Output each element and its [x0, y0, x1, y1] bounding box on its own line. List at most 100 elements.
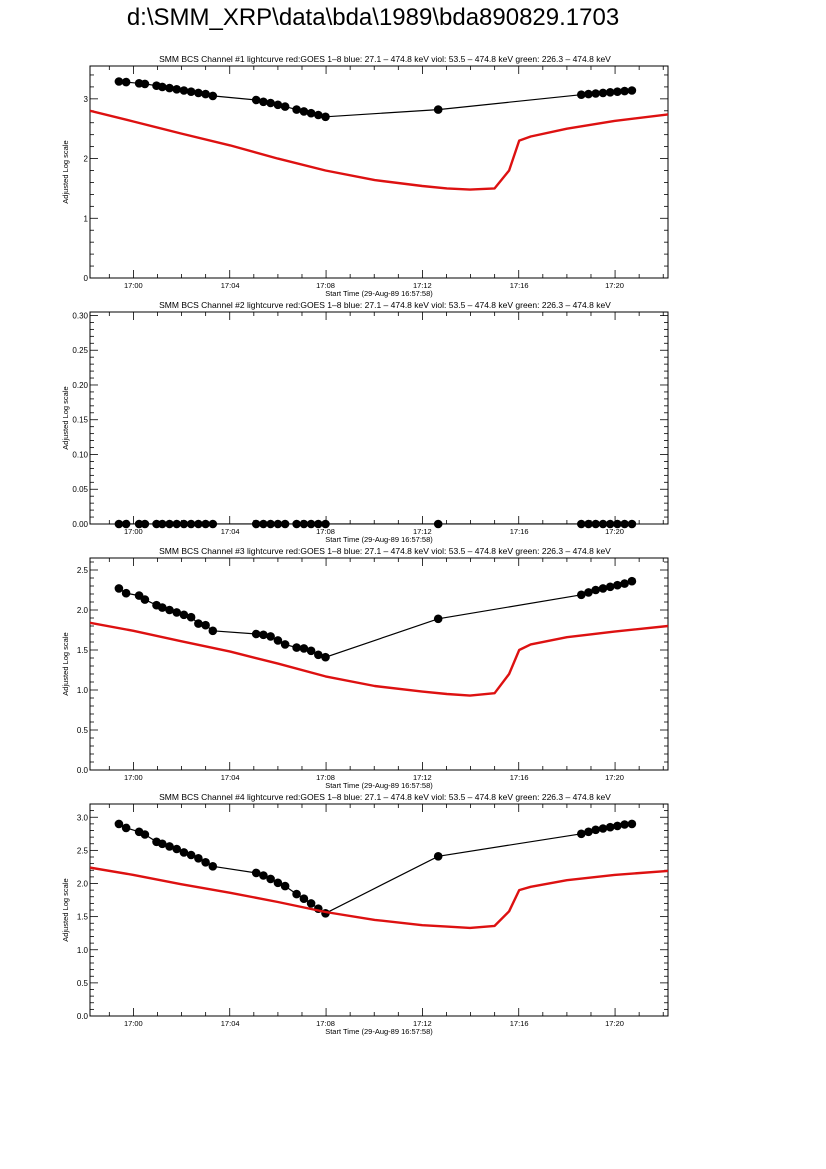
bcs-data-point: [266, 874, 275, 884]
bcs-data-point: [620, 519, 629, 529]
bcs-data-point: [201, 89, 210, 99]
bcs-data-point: [259, 519, 268, 529]
x-tick-label: 17:20: [605, 527, 624, 536]
y-tick-label: 0.0: [77, 766, 89, 775]
bcs-data-point: [266, 98, 275, 108]
goes-lightcurve-line: [90, 621, 668, 697]
bcs-data-point: [306, 646, 316, 656]
bcs-data-point: [251, 629, 261, 639]
bcs-data-point: [165, 605, 174, 615]
bcs-lightcurve-line: [118, 823, 632, 914]
bcs-data-point: [598, 584, 608, 593]
y-tick-label: 1.5: [77, 913, 89, 922]
bcs-data-point: [598, 88, 608, 98]
y-tick-label: 2.5: [77, 846, 89, 855]
bcs-lightcurve-line: [118, 580, 633, 658]
bcs-data-point: [121, 823, 131, 833]
bcs-data-point: [433, 105, 443, 114]
bcs-data-point: [179, 86, 189, 95]
chart-title: SMM BCS Channel #4 lightcurve red:GOES 1…: [159, 792, 611, 802]
bcs-data-point: [321, 112, 330, 122]
bcs-data-point: [620, 579, 629, 588]
bcs-data-point: [306, 899, 316, 908]
x-tick-label: 17:04: [221, 281, 240, 290]
chart-panel-4: SMM BCS Channel #4 lightcurve red:GOES 1…: [61, 792, 669, 1036]
bcs-data-point: [292, 519, 301, 529]
bcs-data-point: [179, 848, 189, 857]
bcs-data-point: [613, 87, 622, 96]
x-tick-label: 17:08: [316, 1019, 335, 1028]
x-tick-label: 17:12: [413, 1019, 432, 1028]
bcs-data-point: [591, 825, 600, 835]
bcs-data-point: [140, 830, 150, 839]
bcs-data-point: [273, 519, 283, 529]
y-tick-label: 1.5: [77, 646, 89, 655]
x-tick-label: 17:20: [605, 281, 624, 290]
bcs-data-point: [280, 640, 290, 649]
bcs-data-point: [584, 588, 593, 597]
x-axis-label: Start Time (29-Aug-89 16:57:58): [325, 781, 433, 790]
y-tick-label: 0.20: [72, 381, 88, 390]
x-tick-label: 17:04: [221, 1019, 240, 1028]
bcs-data-point: [598, 519, 608, 529]
y-tick-label: 0.5: [77, 979, 89, 988]
bcs-data-point: [280, 102, 290, 111]
chart-panel-1: SMM BCS Channel #1 lightcurve red:GOES 1…: [61, 54, 669, 298]
y-tick-label: 0.15: [72, 416, 88, 425]
y-axis-label: Adjusted Log scale: [61, 140, 70, 203]
x-tick-label: 17:08: [316, 281, 335, 290]
bcs-data-point: [251, 519, 261, 529]
bcs-data-point: [598, 824, 608, 833]
bcs-data-point: [140, 519, 150, 529]
bcs-data-point: [306, 108, 316, 118]
y-tick-label: 0.25: [72, 346, 88, 355]
bcs-data-point: [299, 894, 309, 903]
bcs-data-point: [194, 854, 203, 863]
bcs-data-point: [158, 839, 167, 849]
x-tick-label: 17:12: [413, 527, 432, 536]
bcs-lightcurve-line: [118, 80, 632, 118]
bcs-data-point: [186, 612, 196, 622]
chart-title: SMM BCS Channel #3 lightcurve red:GOES 1…: [159, 546, 611, 556]
bcs-data-point: [194, 88, 203, 98]
bcs-data-point: [292, 105, 301, 114]
bcs-data-point: [613, 821, 622, 831]
bcs-data-point: [605, 88, 615, 97]
bcs-data-point: [433, 852, 443, 861]
bcs-data-point: [266, 519, 275, 529]
bcs-data-point: [158, 519, 167, 529]
x-tick-label: 17:12: [413, 281, 432, 290]
x-tick-label: 17:00: [124, 773, 143, 782]
plot-frame: [89, 311, 669, 525]
bcs-data-point: [613, 519, 622, 529]
bcs-data-point: [620, 820, 629, 829]
x-tick-label: 17:20: [605, 773, 624, 782]
bcs-data-point: [433, 519, 443, 529]
y-tick-label: 0.30: [72, 311, 88, 320]
bcs-data-point: [201, 858, 210, 867]
bcs-data-point: [114, 819, 124, 829]
bcs-data-point: [186, 850, 196, 860]
bcs-data-point: [208, 626, 218, 636]
bcs-data-point: [179, 519, 189, 529]
bcs-data-point: [194, 519, 203, 529]
bcs-data-point: [591, 89, 600, 98]
bcs-data-point: [577, 519, 586, 529]
y-tick-label: 0.0: [77, 1012, 89, 1021]
bcs-data-point: [121, 588, 131, 598]
bcs-data-point: [584, 827, 593, 837]
bcs-data-point: [627, 86, 637, 95]
plot-frame: [89, 557, 669, 771]
bcs-data-point: [577, 590, 586, 600]
x-axis-label: Start Time (29-Aug-89 16:57:58): [325, 535, 433, 544]
bcs-data-point: [186, 519, 196, 529]
bcs-data-point: [577, 829, 586, 839]
bcs-data-point: [201, 620, 210, 630]
bcs-data-point: [266, 632, 275, 641]
x-tick-label: 17:00: [124, 281, 143, 290]
y-tick-label: 2.5: [77, 566, 89, 575]
bcs-data-point: [613, 580, 622, 590]
bcs-data-point: [605, 582, 615, 592]
chart-title: SMM BCS Channel #1 lightcurve red:GOES 1…: [159, 54, 611, 64]
